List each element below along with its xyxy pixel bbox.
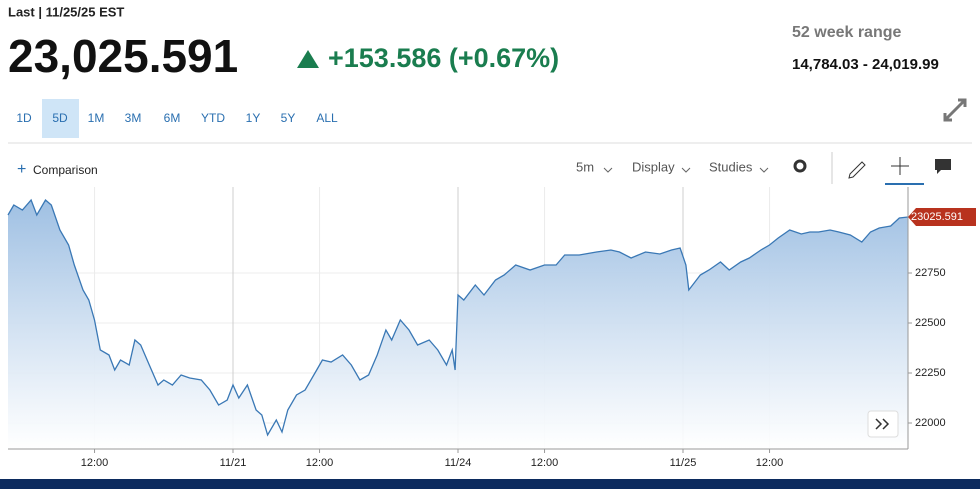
x-tick-label: 12:00	[306, 457, 334, 469]
x-tick-label: 11/24	[445, 457, 472, 469]
y-tick-label: 22000	[915, 417, 946, 429]
settings-icon[interactable]	[793, 159, 807, 173]
scroll-button[interactable]	[867, 410, 899, 438]
studies-select[interactable]: Studies	[709, 159, 753, 174]
x-tick-label: 12:00	[531, 457, 559, 469]
plus-icon[interactable]: +	[17, 161, 26, 178]
range-tab[interactable]: ALL	[316, 111, 338, 125]
chevron	[759, 167, 769, 173]
range-tab[interactable]: 5Y	[281, 111, 296, 125]
y-tick-label: 22500	[915, 317, 946, 329]
comment-icon[interactable]	[935, 159, 951, 174]
change: +153.586 (+0.67%)	[328, 43, 559, 73]
range-tab[interactable]: 1M	[88, 111, 105, 125]
up-arrow	[297, 50, 319, 68]
scroll-icon	[875, 418, 890, 430]
price-tag: 23025.591	[911, 211, 963, 223]
crosshair-icon[interactable]	[891, 157, 909, 175]
price: 23,025.591	[8, 30, 238, 82]
range-tab[interactable]: 5D	[52, 111, 68, 125]
y-tick-label: 22250	[915, 367, 946, 379]
expand-icon[interactable]	[943, 98, 967, 122]
x-tick-label: 11/25	[670, 457, 697, 469]
draw-icon[interactable]	[848, 161, 866, 179]
comparison-button[interactable]: Comparison	[33, 163, 98, 177]
range-tabs: 1D 5D 1M 3M 6M YTD 1Y 5Y ALL	[16, 111, 338, 125]
display-select[interactable]: Display	[632, 159, 675, 174]
chevron	[681, 167, 691, 173]
range-tab[interactable]: 1Y	[246, 111, 261, 125]
chart: 22000 22250 22500 22750 12:00 11/21 12:00 11/24…	[7, 187, 976, 469]
last-label: Last | 11/25/25 EST	[8, 4, 124, 19]
chevron	[603, 167, 613, 173]
x-tick-label: 12:00	[756, 457, 784, 469]
x-tick-label: 11/21	[220, 457, 247, 469]
interval-select[interactable]: 5m	[576, 159, 594, 174]
x-tick-label: 12:00	[81, 457, 109, 469]
range-tab[interactable]: YTD	[201, 111, 225, 125]
tab-selected-bg	[42, 99, 79, 138]
price-line	[7, 198, 909, 437]
range-tab[interactable]: 3M	[125, 111, 142, 125]
range-tab[interactable]: 6M	[164, 111, 181, 125]
range-title: 52 week range	[792, 24, 902, 41]
range-tab[interactable]: 1D	[16, 111, 32, 125]
footer-bar	[0, 479, 980, 489]
price-tag-bg	[908, 208, 976, 226]
y-tick-label: 22750	[915, 267, 946, 279]
range-value: 14,784.03 - 24,019.99	[792, 56, 939, 73]
